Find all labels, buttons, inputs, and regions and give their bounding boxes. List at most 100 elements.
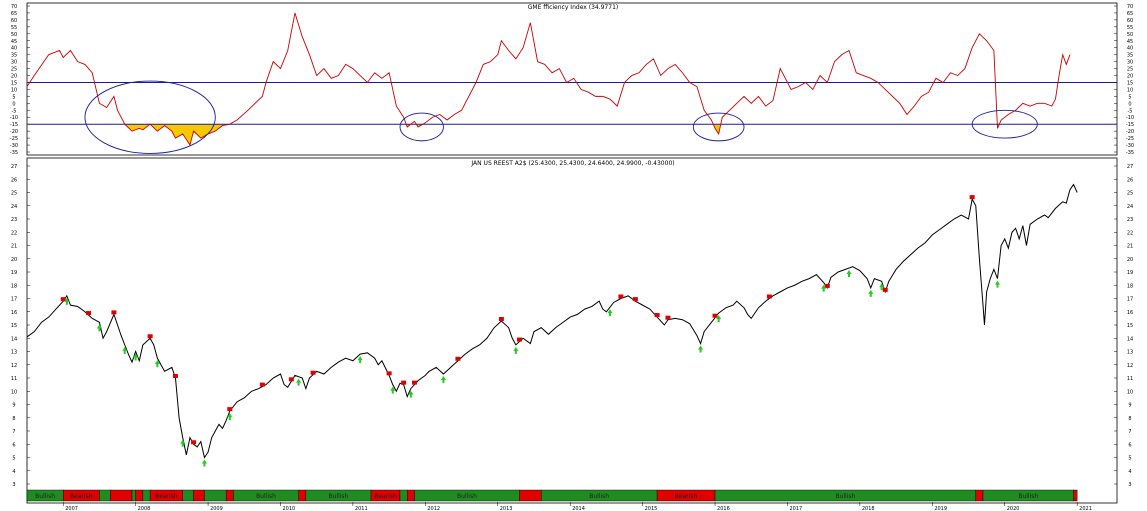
y-tick-label: 60 [11, 18, 17, 24]
y-tick-label: 35 [11, 53, 17, 59]
bottom-y-axis-right: 27 26 25 24 23 22 21 20 19 18 17 16 15 14 13 12 11 10 9 8 7 6… [1114, 164, 1133, 488]
regime-band [204, 489, 227, 502]
y-tick-label: -5 [1128, 108, 1133, 114]
y-tick-label: 0 [12, 101, 15, 107]
y-tick-label: 0 [1128, 101, 1131, 107]
highlight-ellipse [692, 112, 745, 142]
y-tick-label: 6 [12, 442, 15, 448]
bottom-y-axis-left: 27 26 25 24 23 22 21 20 19 18 17 16 15 14 13 12 11 10 9 8 7 6… [11, 164, 30, 488]
y-tick-label: -15 [10, 122, 18, 128]
y-tick-label: -30 [1126, 143, 1134, 149]
sell-marker [654, 313, 660, 318]
y-tick-label: 12 [1127, 363, 1133, 369]
y-tick-label: 45 [11, 39, 17, 45]
highlight-ellipses [84, 80, 1038, 154]
y-tick-label: 26 [11, 177, 17, 183]
price-series [26, 183, 1078, 459]
buy-marker [227, 413, 233, 421]
regime-band-label: Bullish [35, 493, 55, 500]
sell-marker [60, 297, 66, 302]
regime-band [399, 489, 408, 502]
highlight-ellipse [84, 80, 216, 154]
sell-marker [288, 377, 294, 382]
buy-marker [133, 353, 139, 361]
fill-area [124, 124, 1000, 146]
y-tick-label: 21 [11, 244, 17, 250]
y-tick-label: -20 [10, 129, 18, 135]
regime-band [193, 489, 205, 502]
y-tick-label: -35 [10, 150, 18, 156]
x-tick-label: 2015 [645, 506, 658, 511]
y-tick-label: -10 [10, 115, 18, 121]
bottom-panel-title: JAN US REEST A2$ (25.4300, 25.4300, 24.6… [470, 160, 674, 167]
regime-band [99, 489, 111, 502]
y-tick-label: 11 [1127, 376, 1133, 382]
y-tick-label: 19 [1127, 270, 1133, 276]
y-tick-label: 50 [11, 32, 17, 38]
buy-marker [868, 289, 874, 297]
y-tick-label: 20 [11, 257, 17, 263]
regime-band-label: Bullish [589, 493, 609, 500]
y-tick-label: 23 [11, 217, 17, 223]
y-tick-label: 70 [11, 4, 17, 10]
top-y-axis-right: 7065605550454035302520151050-5-10-15-20-… [1114, 4, 1134, 156]
x-tick-label: 2014 [572, 506, 585, 511]
sell-marker [882, 287, 888, 292]
sell-marker [712, 313, 718, 318]
buy-marker [96, 324, 102, 332]
buy-marker [64, 297, 70, 305]
regime-band [182, 489, 194, 502]
bottom-panel-frame [26, 157, 1118, 504]
y-tick-label: 17 [11, 297, 17, 303]
sell-marker [411, 380, 417, 385]
sell-marker [86, 311, 92, 316]
y-tick-label: 3 [12, 482, 15, 488]
y-tick-label: 19 [11, 270, 17, 276]
sell-marker [969, 195, 975, 200]
y-tick-label: 9 [1128, 403, 1131, 409]
regime-band [142, 489, 151, 502]
signal-markers [60, 195, 1000, 467]
sell-marker [227, 407, 233, 412]
y-tick-label: 35 [1127, 53, 1133, 59]
x-tick-label: 2019 [934, 506, 947, 511]
y-tick-label: 10 [1127, 87, 1133, 93]
sell-marker [455, 356, 461, 361]
regime-band [131, 489, 136, 502]
y-tick-label: 22 [1127, 230, 1133, 236]
x-tick-label: 2012 [427, 506, 440, 511]
buy-marker [716, 315, 722, 323]
regime-band-label: Bullish [1018, 493, 1038, 500]
y-tick-label: 60 [1127, 18, 1133, 24]
y-tick-label: -25 [10, 136, 18, 142]
y-tick-label: 15 [11, 80, 17, 86]
y-tick-label: 8 [1128, 416, 1131, 422]
y-tick-label: 5 [1128, 94, 1131, 100]
regime-band [110, 489, 133, 502]
y-tick-label: -35 [1126, 150, 1134, 156]
y-tick-label: 27 [1127, 164, 1133, 170]
buy-marker [201, 459, 207, 467]
y-tick-label: 21 [1127, 244, 1133, 250]
regime-bands: Bullish Bearish Bearish Bullish Bullish Beari… [26, 489, 1078, 502]
top-y-axis-left: 7065605550454035302520151050-5-10-15-20-… [10, 4, 30, 156]
regime-band [1073, 489, 1078, 502]
buy-marker [698, 345, 704, 353]
y-tick-label: 4 [12, 469, 15, 475]
sell-marker [259, 382, 265, 387]
y-tick-label: 26 [1127, 177, 1133, 183]
buy-marker [513, 346, 519, 354]
y-tick-label: 65 [11, 11, 17, 17]
sell-marker [147, 334, 153, 339]
y-tick-label: 13 [1127, 350, 1133, 356]
y-tick-label: 20 [1127, 74, 1133, 80]
y-tick-label: 15 [1127, 80, 1133, 86]
y-tick-label: 10 [11, 87, 17, 93]
y-tick-label: 30 [1127, 60, 1133, 66]
x-tick-label: 2010 [282, 506, 295, 511]
y-tick-label: 45 [1127, 39, 1133, 45]
regime-band-label: Bearish [374, 493, 397, 500]
buy-marker [408, 390, 414, 398]
y-tick-label: 5 [12, 94, 15, 100]
buy-marker [122, 346, 128, 354]
